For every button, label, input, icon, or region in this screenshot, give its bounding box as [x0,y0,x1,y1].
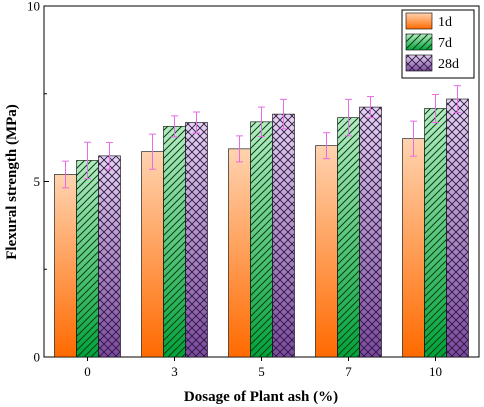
bar-pattern-28d-3 [185,122,208,357]
bar-pattern-7d-3 [163,126,186,357]
error-bar-1d-0 [62,160,69,189]
x-axis-title: Dosage of Plant ash (%) [184,389,338,405]
bar-1d-10 [402,138,425,358]
y-tick-label-10: 10 [27,0,40,14]
error-bar-1d-5 [236,135,243,163]
x-tick-label-3: 3 [171,364,178,379]
x-tick-label-0: 0 [84,364,91,379]
error-bar-28d-7 [367,96,374,119]
y-tick-label-0: 0 [34,350,41,365]
bar-pattern-7d-5 [250,121,273,357]
error-bar-1d-10 [410,120,417,157]
y-tick-label-5: 5 [34,174,41,189]
error-bars-layer [62,85,461,189]
error-bar-7d-10 [432,93,439,124]
axes-layer: 0 3 5 7 10 0 5 10 [27,0,442,379]
x-tick-label-7: 7 [345,364,352,379]
legend-label-7d: 7d [438,36,452,51]
bar-pattern-28d-10 [446,99,469,357]
legend-swatch-1d [405,12,433,30]
bar-1d-0 [54,174,77,358]
bars-layer [54,98,469,358]
bar-1d-5 [228,148,251,358]
bar-pattern-28d-5 [272,114,295,357]
y-axis-title: Flexural strength (MPa) [4,104,20,260]
bar-1d-3 [141,151,164,358]
legend-swatch-pattern-28d [406,55,432,71]
legend-label-28d: 28d [438,57,459,72]
error-bar-7d-0 [84,141,91,180]
x-tick-label-5: 5 [258,364,265,379]
error-bar-1d-3 [149,133,156,170]
error-bar-28d-10 [454,85,461,113]
bar-1d-7 [315,145,338,358]
bar-pattern-7d-7 [337,117,360,357]
bar-pattern-7d-10 [424,108,447,357]
error-bar-28d-5 [280,98,287,130]
legend-swatch-pattern-7d [406,34,432,50]
error-bar-28d-0 [106,142,113,170]
x-tick-label-10: 10 [429,364,442,379]
bar-pattern-28d-0 [98,155,121,357]
error-bar-1d-7 [323,132,330,160]
error-bar-7d-3 [171,115,178,138]
error-bar-7d-7 [345,98,352,137]
bar-pattern-7d-0 [76,160,99,357]
error-bar-28d-3 [193,111,200,134]
bar-pattern-28d-7 [359,107,382,357]
legend-label-1d: 1d [438,15,452,30]
error-bar-7d-5 [258,106,265,138]
legend: 1d 7d 28d [401,9,475,79]
